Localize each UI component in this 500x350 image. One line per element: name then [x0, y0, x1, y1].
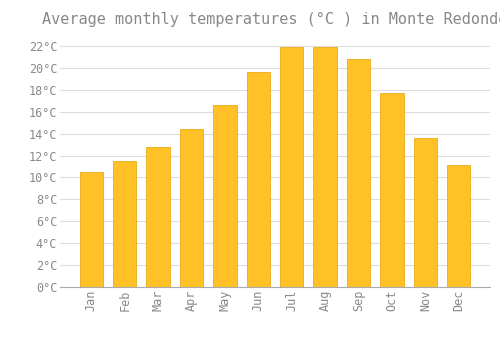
Bar [414, 138, 437, 287]
Bar [380, 93, 404, 287]
Bar [447, 166, 470, 287]
Bar [280, 47, 303, 287]
Bar [80, 172, 103, 287]
Bar [314, 47, 337, 287]
Bar [246, 72, 270, 287]
Bar [180, 129, 203, 287]
Bar [213, 105, 236, 287]
Bar [146, 147, 170, 287]
Bar [347, 59, 370, 287]
Bar [113, 161, 136, 287]
Title: Average monthly temperatures (°C ) in Monte Redondo: Average monthly temperatures (°C ) in Mo… [42, 12, 500, 27]
